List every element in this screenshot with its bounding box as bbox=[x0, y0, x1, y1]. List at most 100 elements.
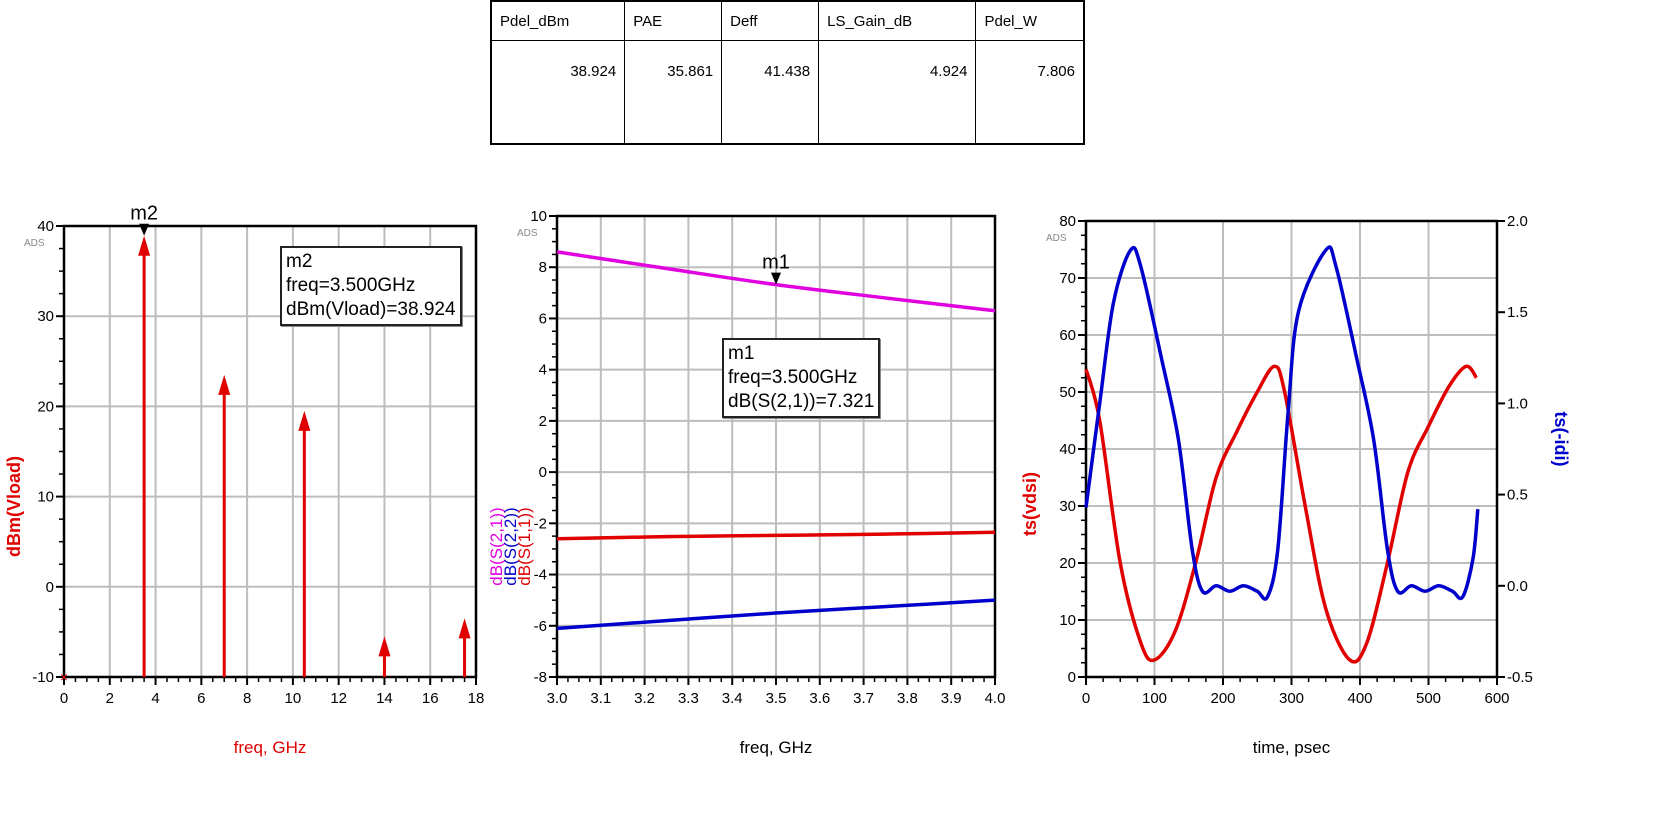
ads-watermark: ADS bbox=[1046, 233, 1067, 244]
y-tick-label: 40 bbox=[1059, 441, 1076, 458]
y-tick-label: 0 bbox=[539, 464, 547, 481]
y-tick-label: 6 bbox=[539, 310, 547, 327]
x-axis-label: freq, GHz bbox=[740, 738, 813, 757]
x-tick-label: 3.8 bbox=[897, 690, 918, 707]
y2-tick-label: -0.5 bbox=[1507, 669, 1533, 686]
y-axis-label: dBm(Vload) bbox=[4, 456, 24, 557]
stem-arrowhead bbox=[138, 235, 151, 256]
y2-tick-label: 0.0 bbox=[1507, 578, 1528, 595]
y-tick-label: -10 bbox=[32, 669, 54, 686]
y-tick-label: -4 bbox=[534, 567, 547, 584]
stem-arrowhead bbox=[218, 374, 231, 395]
y-tick-label: -6 bbox=[534, 618, 547, 635]
x-tick-label: 3.2 bbox=[634, 690, 655, 707]
x-tick-label: 400 bbox=[1347, 690, 1372, 707]
x-tick-label: 4.0 bbox=[985, 690, 1006, 707]
marker-label: m2 bbox=[130, 203, 158, 225]
x-tick-label: 14 bbox=[376, 690, 393, 707]
x-axis-label: freq, GHz bbox=[234, 738, 307, 757]
x-tick-label: 0 bbox=[1082, 690, 1090, 707]
y-tick-label: 30 bbox=[1059, 498, 1076, 515]
x-tick-label: 8 bbox=[243, 690, 251, 707]
x-tick-label: 3.0 bbox=[547, 690, 568, 707]
y-tick-label: 50 bbox=[1059, 384, 1076, 401]
y-tick-label: 30 bbox=[37, 308, 54, 325]
y-tick-label: 10 bbox=[530, 208, 547, 225]
y2-tick-label: 0.5 bbox=[1507, 487, 1528, 504]
stem-arrowhead bbox=[458, 618, 471, 639]
x-tick-label: 2 bbox=[106, 690, 114, 707]
marker-m2-line: freq=3.500GHz bbox=[286, 275, 416, 296]
stem-arrowhead bbox=[378, 636, 391, 657]
x-tick-label: 300 bbox=[1279, 690, 1304, 707]
y-tick-label: 70 bbox=[1059, 270, 1076, 287]
table-row: 38.924 35.861 41.438 4.924 7.806 bbox=[490, 40, 1085, 145]
y-axis-label: dB(S(2,1)) bbox=[487, 507, 506, 585]
marker-m2-readout[interactable]: m2 freq=3.500GHz dBm(Vload)=38.924 bbox=[280, 246, 462, 326]
marker-m1-line: m1 bbox=[728, 343, 755, 364]
y-tick-label: 4 bbox=[539, 362, 547, 379]
x-tick-label: 0 bbox=[60, 690, 68, 707]
x-tick-label: 600 bbox=[1484, 690, 1509, 707]
x-tick-label: 6 bbox=[197, 690, 205, 707]
y-tick-label: 0 bbox=[46, 579, 54, 596]
marker-m1-line: dB(S(2,1))=7.321 bbox=[728, 391, 875, 412]
x-tick-label: 3.7 bbox=[853, 690, 874, 707]
marker-m2-line: m2 bbox=[286, 251, 313, 272]
header-pae: PAE bbox=[624, 0, 723, 41]
y-tick-label: 10 bbox=[1059, 612, 1076, 629]
x-tick-label: 3.6 bbox=[809, 690, 830, 707]
x-tick-label: 12 bbox=[330, 690, 347, 707]
marker-label: m1 bbox=[762, 252, 790, 274]
x-tick-label: 4 bbox=[151, 690, 159, 707]
x-tick-label: 16 bbox=[422, 690, 439, 707]
y-tick-label: 40 bbox=[37, 218, 54, 235]
x-tick-label: 3.9 bbox=[941, 690, 962, 707]
y-tick-label: -2 bbox=[534, 515, 547, 532]
x-tick-label: 100 bbox=[1142, 690, 1167, 707]
series-line-db-s-2-2- bbox=[556, 598, 996, 631]
y-tick-label: 2 bbox=[539, 413, 547, 430]
dc-point-marker: × bbox=[60, 669, 68, 685]
marker-triangle bbox=[771, 272, 781, 285]
x-tick-label: 500 bbox=[1416, 690, 1441, 707]
cell-pdel-dbm: 38.924 bbox=[490, 40, 626, 145]
table-header-row: Pdel_dBm PAE Deff LS_Gain_dB Pdel_W bbox=[490, 0, 1085, 41]
x-axis-label: time, psec bbox=[1253, 738, 1331, 757]
results-table: Pdel_dBm PAE Deff LS_Gain_dB Pdel_W 38.9… bbox=[490, 0, 1085, 145]
y-axis-label: dB(S(1,1)) bbox=[515, 507, 534, 585]
ads-watermark: ADS bbox=[517, 228, 538, 239]
stem-arrowhead bbox=[298, 410, 311, 431]
y-axis-label: dB(S(2,2)) bbox=[501, 507, 520, 585]
x-tick-label: 3.5 bbox=[766, 690, 787, 707]
x-tick-label: 3.3 bbox=[678, 690, 699, 707]
x-tick-label: 18 bbox=[468, 690, 485, 707]
ads-watermark: ADS bbox=[24, 238, 45, 249]
marker-m2-line: dBm(Vload)=38.924 bbox=[286, 299, 456, 320]
y2-axis-label: ts(-idi) bbox=[1551, 412, 1571, 467]
x-tick-label: 3.1 bbox=[590, 690, 611, 707]
x-tick-label: 3.4 bbox=[722, 690, 743, 707]
y-tick-label: 8 bbox=[539, 259, 547, 276]
cell-deff: 41.438 bbox=[721, 40, 820, 145]
y2-tick-label: 1.5 bbox=[1507, 304, 1528, 321]
series-line-ts-vdsi- bbox=[1084, 364, 1478, 664]
series-line-db-s-1-1- bbox=[556, 530, 996, 541]
x-tick-label: 10 bbox=[285, 690, 302, 707]
y2-tick-label: 1.0 bbox=[1507, 395, 1528, 412]
y-tick-label: 0 bbox=[1068, 669, 1076, 686]
y-tick-label: 20 bbox=[37, 398, 54, 415]
y-tick-label: 80 bbox=[1059, 213, 1076, 230]
marker-m1-readout[interactable]: m1 freq=3.500GHz dB(S(2,1))=7.321 bbox=[722, 338, 881, 418]
cell-pdel-w: 7.806 bbox=[975, 40, 1085, 145]
marker-m1-line: freq=3.500GHz bbox=[728, 367, 858, 388]
x-tick-label: 200 bbox=[1210, 690, 1235, 707]
y-tick-label: -8 bbox=[534, 669, 547, 686]
y-tick-label: 60 bbox=[1059, 327, 1076, 344]
y-axis-label: ts(vdsi) bbox=[1020, 472, 1040, 536]
marker-triangle bbox=[139, 223, 150, 236]
cell-ls-gain-db: 4.924 bbox=[818, 40, 977, 145]
series-line-ts-idi- bbox=[1084, 245, 1480, 601]
y-tick-label: 20 bbox=[1059, 555, 1076, 572]
